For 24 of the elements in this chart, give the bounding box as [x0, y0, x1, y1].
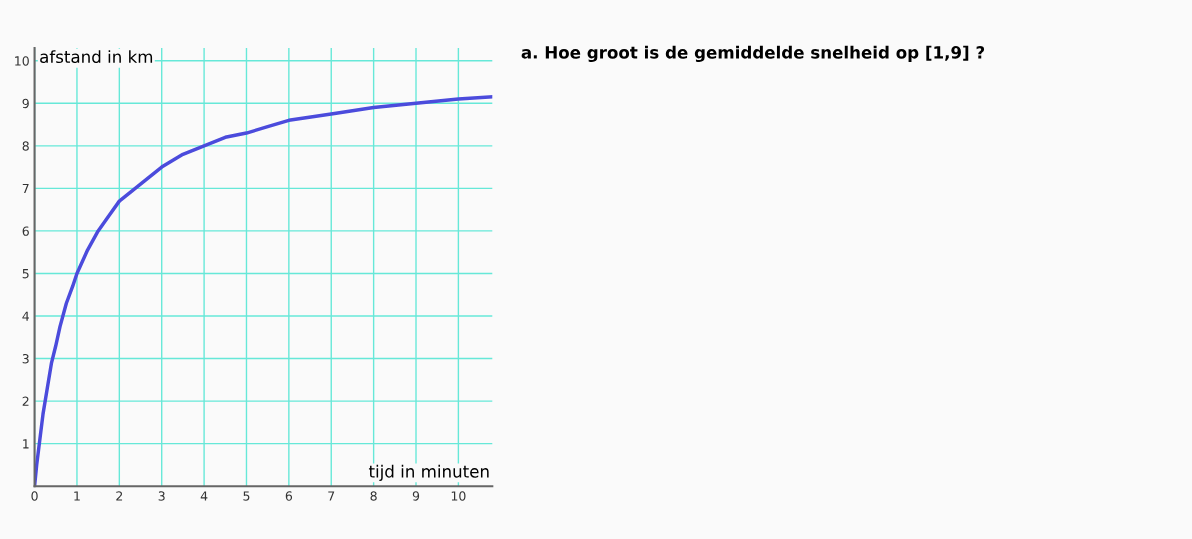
y-tick-label: 2	[22, 396, 29, 406]
y-tick-label: 4	[22, 311, 30, 321]
y-tick-label: 6	[22, 226, 29, 236]
x-tick-label: 8	[370, 491, 377, 501]
y-tick-label: 1	[23, 439, 29, 449]
y-tick-label: 9	[22, 98, 29, 109]
y-tick-label: 10	[15, 56, 29, 66]
y-tick-label: 7	[22, 184, 29, 194]
x-tick-label: 7	[328, 491, 335, 501]
x-tick-label: 3	[158, 491, 165, 501]
x-tick-label: 4	[200, 491, 208, 501]
x-tick-label: 0	[31, 491, 38, 501]
x-tick-label: 9	[412, 491, 420, 501]
y-tick-label: 3	[22, 354, 29, 364]
x-tick-label: 1	[74, 491, 80, 501]
y-axis-title: afstand in km	[40, 50, 153, 64]
x-tick-label: 10	[451, 491, 466, 501]
y-tick-label: 5	[22, 269, 29, 279]
y-tick-label: 8	[22, 141, 29, 151]
x-tick-label: 2	[116, 491, 123, 501]
x-axis-title: tijd in minuten	[368, 464, 489, 481]
x-tick-label: 5	[243, 491, 250, 501]
text: a. Hoe groot is de gemiddelde snelheid op [1,9] ?	[521, 45, 985, 63]
x-tick-label: 6	[285, 491, 293, 501]
